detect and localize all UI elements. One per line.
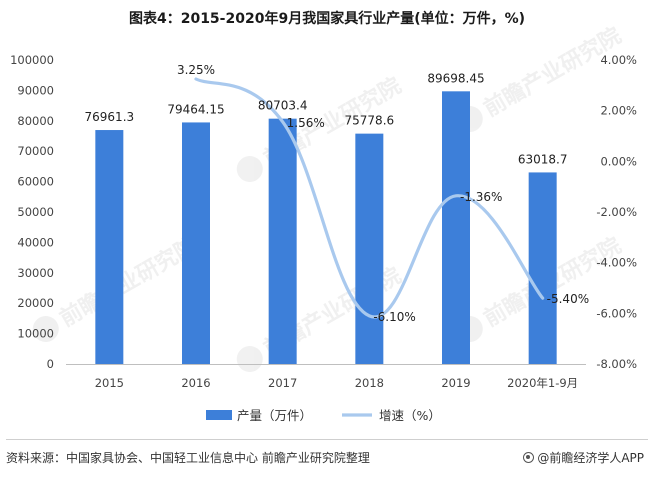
- bar: [182, 122, 210, 364]
- chart-axes: 0 10000 20000 30000 40000 50000 60000 70000 8000…: [10, 53, 637, 390]
- y-left-tick-label: 80000: [17, 114, 54, 128]
- line-series: [194, 77, 545, 319]
- y-left-tick-label: 50000: [17, 205, 54, 219]
- x-tick-label: 2019: [441, 376, 470, 390]
- bar-value-label: 79464.15: [167, 102, 224, 116]
- line-value-label: 3.25%: [177, 63, 215, 77]
- x-tick-label: 2015: [95, 376, 124, 390]
- y-left-tick-label: 70000: [17, 144, 54, 158]
- bar: [528, 172, 557, 364]
- x-tick-label: 2016: [181, 376, 210, 390]
- x-tick-label: 2018: [355, 376, 384, 390]
- bar-value-label: 63018.7: [518, 152, 568, 166]
- footer-divider: [6, 439, 648, 440]
- y-left-tick-label: 90000: [17, 83, 54, 97]
- y-right-tick-label: -8.00%: [596, 357, 637, 371]
- bar-value-label: 89698.45: [427, 71, 484, 85]
- data-labels: 76961.3 79464.15 80703.4 75778.6 89698.45 630…: [85, 63, 590, 324]
- legend-bar-swatch: [206, 410, 232, 420]
- bar: [268, 118, 297, 364]
- y-left-tick-label: 10000: [17, 327, 54, 341]
- legend-line-label: 增速（%）: [379, 408, 441, 423]
- y-left-tick-label: 40000: [17, 235, 54, 249]
- source-note: 资料来源：中国家具协会、中国轻工业信息中心 前瞻产业研究院整理: [6, 451, 370, 465]
- line-value-label: -5.40%: [547, 292, 589, 306]
- y-left-tick-label: 60000: [17, 175, 54, 189]
- watermark-logo-icon: [236, 346, 263, 372]
- y-right-tick-label: 4.00%: [600, 53, 637, 67]
- y-right-tick-label: 2.00%: [600, 104, 637, 118]
- y-left-tick-label: 0: [47, 357, 54, 371]
- watermark-text: 前瞻产业研究院: [55, 233, 201, 333]
- bar-series: [95, 91, 557, 364]
- bar-value-label: 76961.3: [85, 110, 135, 124]
- watermark-logo-icon: [236, 156, 263, 182]
- y-left-tick-label: 20000: [17, 296, 54, 310]
- line-value-label: 1.56%: [287, 116, 325, 130]
- brand-label: @前瞻经济学人APP: [537, 451, 644, 465]
- brand-logo-icon: [523, 452, 535, 463]
- x-tick-label: 2020年1-9月: [507, 376, 578, 390]
- y-left-tick-label: 100000: [10, 53, 54, 67]
- line-value-label: -1.36%: [460, 190, 502, 204]
- x-tick-label: 2017: [268, 376, 297, 390]
- chart-legend: 产量（万件） 增速（%）: [206, 408, 441, 423]
- watermark-logo-icon: [32, 316, 59, 342]
- brand-credit: @前瞻经济学人APP: [523, 449, 644, 466]
- bar-value-label: 80703.4: [258, 99, 308, 113]
- chart-title: 图表4：2015-2020年9月我国家具行业产量(单位：万件，%): [128, 11, 526, 27]
- y-right-tick-label: -6.00%: [596, 306, 637, 320]
- y-right-tick-label: 0.00%: [600, 154, 637, 168]
- y-left-tick-label: 30000: [17, 266, 54, 280]
- bar-value-label: 75778.6: [345, 114, 395, 128]
- line-value-label: -6.10%: [373, 310, 415, 324]
- legend-bar-label: 产量（万件）: [237, 408, 312, 423]
- y-right-tick-label: -2.00%: [596, 205, 637, 219]
- bar: [95, 130, 124, 364]
- bar: [355, 133, 384, 364]
- y-right-tick-label: -4.00%: [596, 256, 637, 270]
- growth-line: [194, 77, 545, 319]
- bar: [442, 91, 470, 364]
